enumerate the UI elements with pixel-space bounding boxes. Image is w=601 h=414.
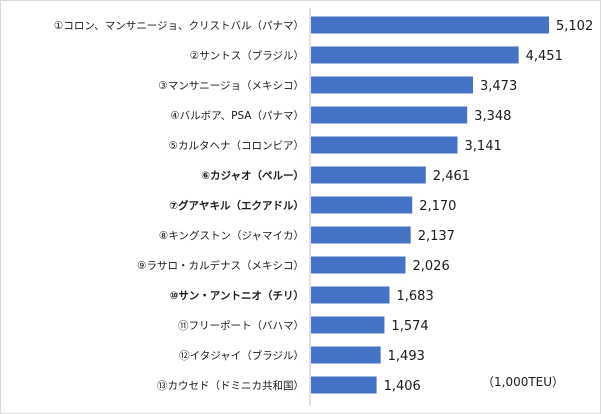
category-label: ③マンサニージョ（メキシコ） — [158, 80, 304, 92]
bar — [311, 226, 411, 244]
bar — [311, 46, 519, 64]
category-label: ⑩サン・アントニオ（チリ） — [170, 289, 304, 302]
category-label: ①コロン、マンサニージョ、クリストバル（パナマ） — [54, 20, 304, 32]
bar — [311, 376, 377, 394]
bar — [311, 286, 390, 304]
category-label: ⑬カウセド（ドミニカ共和国） — [157, 380, 304, 392]
value-label: 1,406 — [384, 379, 421, 394]
category-label: ⑥カジャオ（ペルー） — [201, 169, 304, 182]
bar — [311, 76, 474, 94]
bar — [311, 256, 406, 274]
value-label: 1,683 — [397, 289, 434, 304]
value-label: 4,451 — [526, 49, 563, 64]
unit-label: （1,000TEU） — [482, 375, 565, 389]
category-label: ⑨ラサロ・カルデナス（メキシコ） — [137, 259, 304, 272]
bar — [311, 196, 413, 214]
value-label: 2,137 — [418, 229, 455, 244]
value-label: 3,141 — [465, 139, 502, 154]
category-label: ⑤カルタヘナ（コロンビア） — [169, 140, 304, 152]
value-label: 1,493 — [388, 349, 425, 364]
value-label: 2,170 — [419, 199, 456, 214]
value-label: 5,102 — [556, 19, 593, 34]
category-label: ④バルボア、PSA（パナマ） — [170, 110, 304, 122]
bar — [311, 166, 426, 184]
category-label: ⑫イタジャイ（ブラジル） — [179, 349, 304, 362]
bar — [311, 16, 549, 34]
value-label: 3,348 — [474, 109, 511, 124]
value-label: 2,461 — [433, 169, 470, 184]
category-label: ②サントス（ブラジル） — [190, 49, 304, 62]
value-label: 2,026 — [413, 259, 450, 274]
bar — [311, 346, 381, 364]
value-label: 3,473 — [480, 79, 517, 94]
category-label: ⑧キングストン（ジャマイカ） — [159, 229, 304, 242]
bar — [311, 136, 458, 154]
category-label: ⑪フリーポート（バハマ） — [178, 320, 304, 332]
bar — [311, 316, 385, 334]
value-label: 1,574 — [391, 319, 428, 334]
category-label: ⑦グアヤキル（エクアドル） — [169, 199, 304, 212]
bar — [311, 106, 468, 124]
